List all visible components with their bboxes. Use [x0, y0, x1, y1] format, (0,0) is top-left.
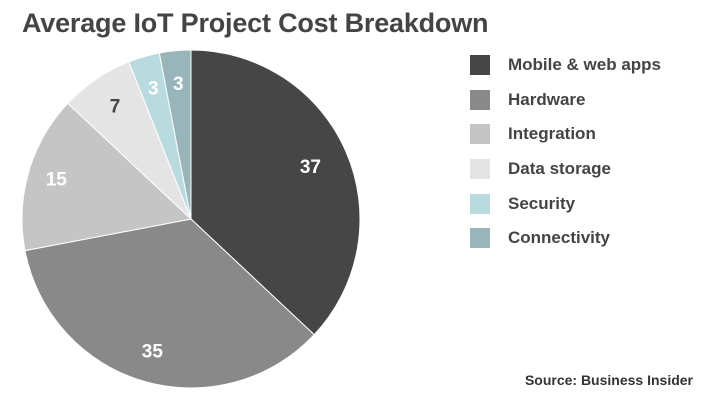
legend-item-2: Hardware [470, 83, 661, 118]
data-label-3: 15 [46, 169, 68, 190]
legend-label: Integration [508, 124, 596, 144]
source-note: Source: Business Insider [524, 372, 693, 388]
legend: Mobile & web apps Hardware Integration Data… [470, 48, 661, 256]
pie-slice-6 [158, 49, 192, 220]
data-label-4: 7 [110, 97, 121, 118]
legend-swatch [470, 193, 490, 214]
data-label-5: 3 [148, 79, 159, 100]
data-label-6: 3 [173, 74, 184, 95]
legend-swatch [470, 124, 490, 145]
data-label-2: 35 [142, 342, 164, 363]
legend-label: Hardware [508, 89, 586, 109]
legend-label: Data storage [508, 159, 611, 179]
legend-item-3: Integration [470, 117, 661, 152]
legend-swatch [470, 228, 490, 249]
legend-item-4: Data storage [470, 152, 661, 187]
chart-title: Average IoT Project Cost Breakdown [22, 8, 489, 38]
pie-slice-1 [190, 49, 361, 336]
legend-label: Connectivity [508, 228, 611, 248]
legend-item-1: Mobile & web apps [470, 48, 661, 83]
pie-slice-3 [21, 102, 193, 252]
legend-swatch [470, 89, 490, 110]
data-label-1: 37 [300, 157, 321, 178]
pie-slice-2 [24, 218, 315, 389]
legend-item-6: Connectivity [470, 221, 661, 256]
legend-item-5: Security [470, 186, 661, 221]
legend-label: Security [508, 193, 576, 213]
legend-label: Mobile & web apps [508, 55, 662, 75]
legend-swatch [470, 159, 490, 180]
legend-swatch [470, 55, 490, 76]
